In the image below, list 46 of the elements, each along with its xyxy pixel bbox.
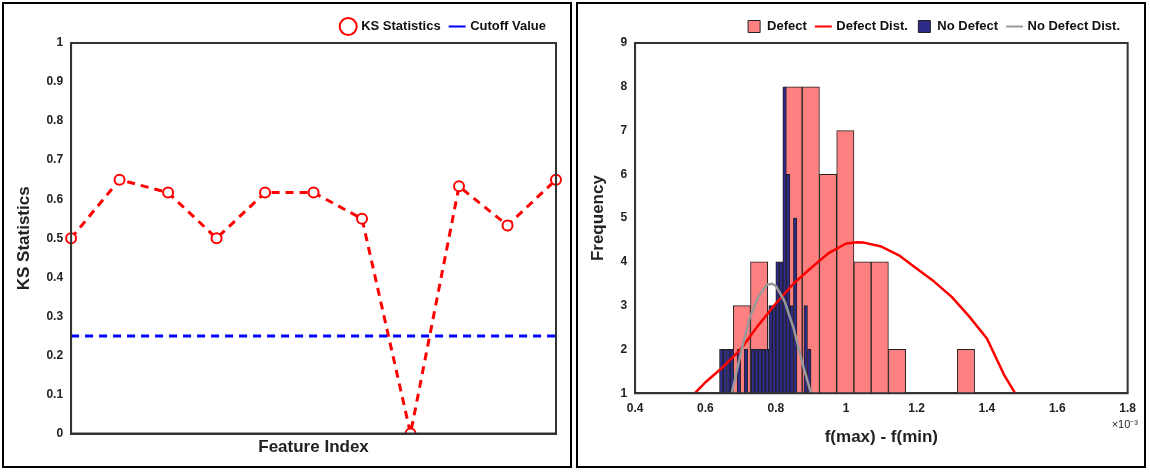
y-tick-label: 0.4 — [46, 269, 64, 284]
y-axis-title: KS Statistics — [13, 186, 33, 291]
y-axis-title: Frequency — [587, 174, 607, 262]
x-axis-title: Feature Index — [258, 437, 370, 457]
point — [259, 186, 272, 199]
x-tick-label: 1.2 — [908, 400, 926, 415]
legend-label: No Defect — [937, 18, 999, 34]
point — [113, 173, 126, 186]
y-tick-label: 2 — [620, 341, 628, 356]
x-tick-label: 0.6 — [697, 400, 715, 415]
point — [356, 212, 369, 225]
x-axis-title: f(max) - f(min) — [824, 427, 939, 447]
x-tick-label: 1.4 — [978, 400, 996, 415]
y-tick-label: 3 — [620, 297, 628, 312]
y-tick-label: 1 — [620, 385, 628, 400]
point — [210, 232, 223, 245]
point — [307, 186, 320, 199]
y-tick-label: 8 — [620, 79, 628, 94]
text: ×10⁻³ — [1111, 417, 1139, 430]
y-tick-label: 0.8 — [46, 113, 64, 128]
legend-label: Defect — [767, 18, 808, 34]
x-tick-label: 0.8 — [767, 400, 785, 415]
y-tick-label: 0.9 — [46, 74, 64, 89]
point — [162, 186, 175, 199]
legend-label: KS Statistics — [361, 18, 441, 34]
y-tick-label: 0.7 — [46, 152, 64, 167]
point — [453, 180, 466, 193]
y-tick-label: 0.1 — [46, 386, 64, 401]
y-tick-label: 0.2 — [46, 347, 64, 362]
x-tick-label: 1.8 — [1119, 400, 1137, 415]
y-tick-label: 4 — [620, 254, 628, 269]
point — [501, 219, 514, 232]
y-tick-label: 9 — [620, 35, 628, 50]
y-tick-label: 0.5 — [46, 230, 64, 245]
legend-label: No Defect Dist. — [1027, 18, 1121, 34]
y-tick-label: 0 — [56, 425, 64, 440]
x-tick-label: 1 — [842, 400, 850, 415]
legend-label: Cutoff Value — [470, 18, 547, 34]
y-tick-label: 6 — [620, 166, 628, 181]
y-tick-label: 7 — [620, 122, 628, 137]
x-tick-label: 1.6 — [1048, 400, 1066, 415]
y-tick-label: 0.6 — [46, 191, 64, 206]
y-tick-label: 5 — [620, 210, 628, 225]
legend-label: Defect Dist. — [836, 18, 908, 34]
y-tick-label: 1 — [56, 35, 64, 50]
y-tick-label: 0.3 — [46, 308, 64, 323]
